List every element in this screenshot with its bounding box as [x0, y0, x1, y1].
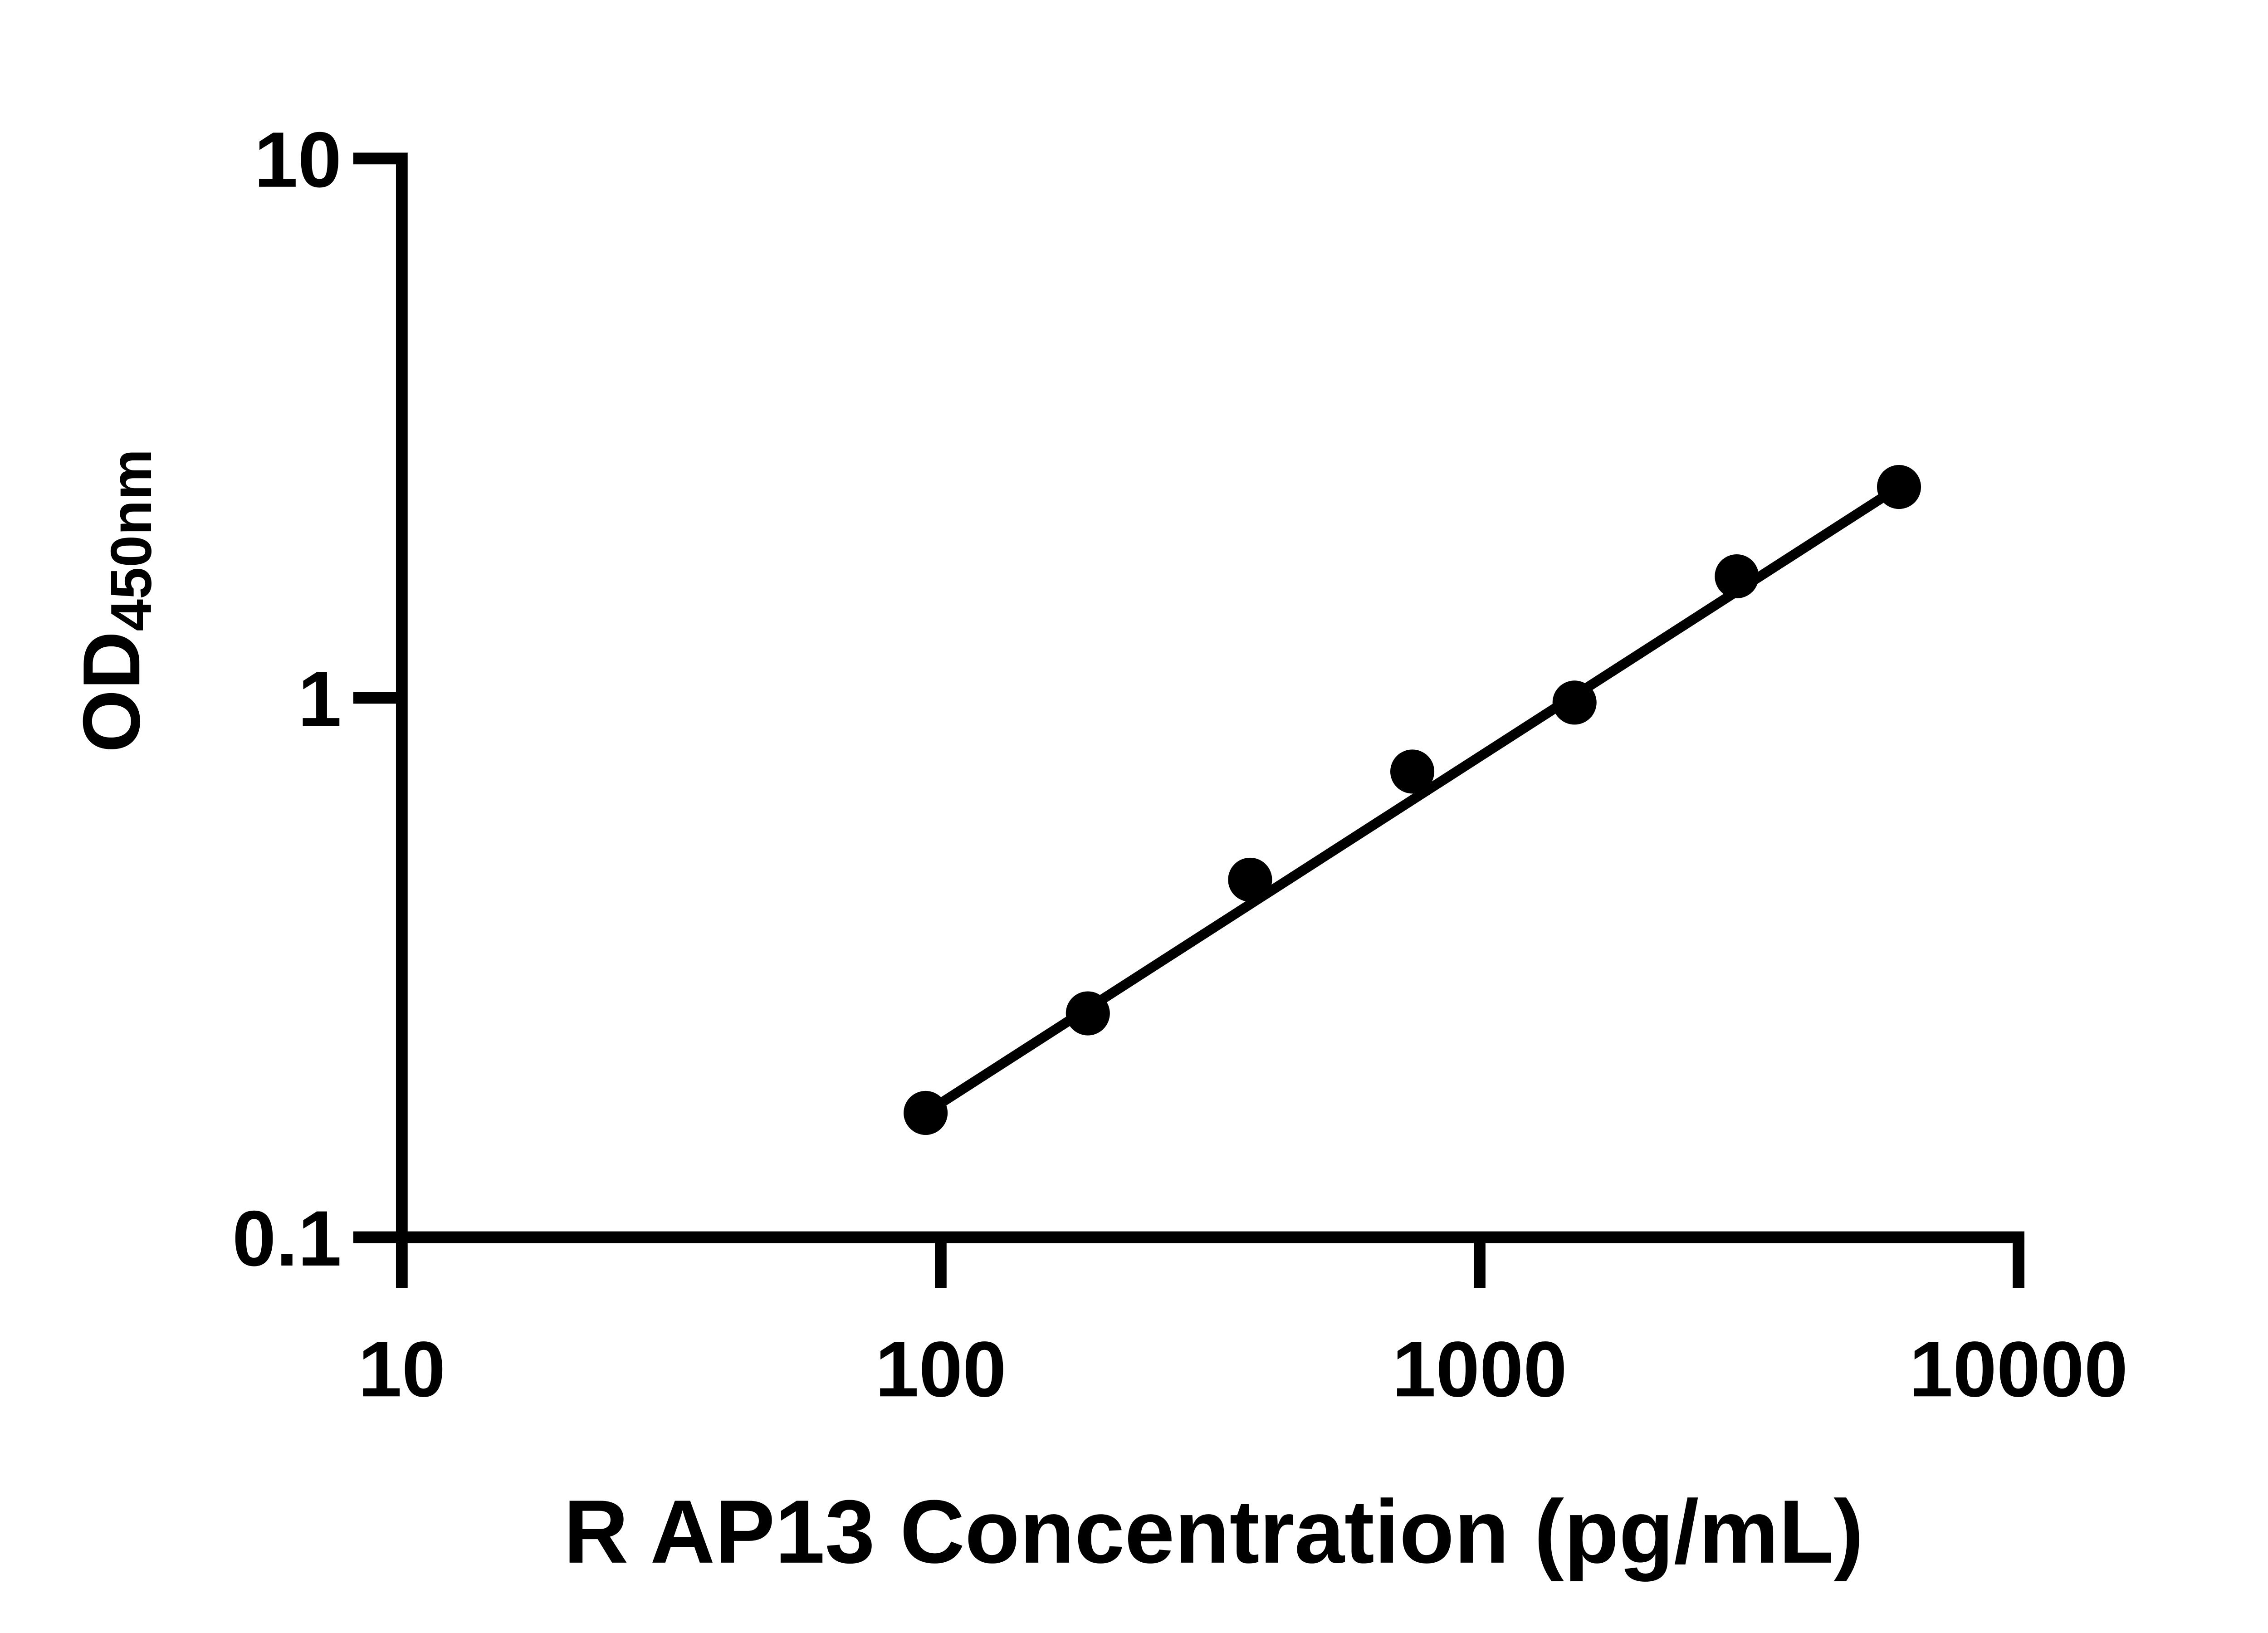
x-tick-labels: 10 100 1000 10000: [358, 1325, 2128, 1413]
y-tick-label-1: 1: [298, 655, 342, 743]
data-point-4: [1390, 749, 1435, 794]
y-axis-ticks: [353, 152, 402, 1243]
data-points: [904, 465, 1921, 1135]
axes-group: [396, 152, 2024, 1243]
x-tick-label-100: 100: [875, 1325, 1006, 1413]
y-axis-title: OD450nm: [66, 449, 163, 753]
data-point-5: [1552, 680, 1597, 725]
y-axis-title-main: OD: [66, 631, 156, 753]
x-tick-label-10000: 10000: [1909, 1325, 2128, 1413]
data-point-7: [1877, 465, 1921, 509]
y-tick-label-10: 10: [254, 116, 342, 204]
x-tick-label-1000: 1000: [1392, 1325, 1567, 1413]
y-tick-label-0.1: 0.1: [232, 1194, 342, 1282]
data-point-1: [904, 1090, 948, 1135]
y-axis-title-subscript: 450nm: [99, 449, 163, 631]
x-tick-label-10: 10: [358, 1325, 445, 1413]
data-point-3: [1228, 857, 1272, 902]
x-axis-title: R AP13 Concentration (pg/mL): [563, 1481, 1863, 1582]
x-axis-ticks: [396, 1237, 2024, 1288]
data-point-2: [1066, 991, 1110, 1036]
data-point-6: [1715, 554, 1759, 599]
y-tick-labels: 10 1 0.1: [232, 116, 342, 1282]
